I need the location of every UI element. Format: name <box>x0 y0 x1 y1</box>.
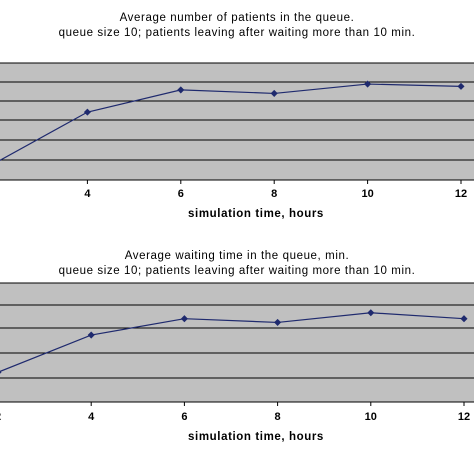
chart2-data-point <box>87 331 95 339</box>
chart1-subtitle: queue size 10; patients leaving after wa… <box>58 27 416 39</box>
chart1-title: Average number of patients in the queue. <box>119 12 355 24</box>
chart2-x-tick-label: 2 <box>0 411 1 423</box>
chart1-x-tick-label: 12 <box>455 188 467 200</box>
chart2-data-point <box>367 309 375 317</box>
chart1-x-tick-label: 6 <box>178 188 184 200</box>
chart2-title: Average waiting time in the queue, min. <box>124 250 350 262</box>
chart1-series-line <box>0 83 462 161</box>
chart1-x-tick-label: 10 <box>361 188 373 200</box>
chart2-x-tick-label: 12 <box>458 411 470 423</box>
chart2-plot-area <box>0 283 474 402</box>
chart2-series-line <box>0 312 465 373</box>
chart1-data-point <box>364 80 372 88</box>
chart1-x-tick-label: 4 <box>84 188 91 200</box>
chart1-data-point <box>177 86 185 94</box>
chart2-x-tick-label: 4 <box>88 411 95 423</box>
chart1-x-tick-label: 8 <box>271 188 277 200</box>
chart1-x-axis-label: simulation time, hours <box>188 208 324 220</box>
chart2-x-tick-label: 6 <box>181 411 187 423</box>
chart1-data-point <box>270 89 278 97</box>
chart1-data-point <box>457 82 465 90</box>
chart1-svg: 24681012simulation time, hours <box>0 62 474 220</box>
chart2-subtitle: queue size 10; patients leaving after wa… <box>58 265 416 277</box>
chart1-data-point <box>83 108 91 116</box>
chart2-data-point <box>180 315 188 323</box>
chart2-x-tick-label: 8 <box>275 411 281 423</box>
chart2-x-axis-label: simulation time, hours <box>188 431 324 443</box>
chart2-x-tick-label: 10 <box>365 411 377 423</box>
chart2-data-point <box>274 318 282 326</box>
chart2-data-point <box>460 315 468 323</box>
